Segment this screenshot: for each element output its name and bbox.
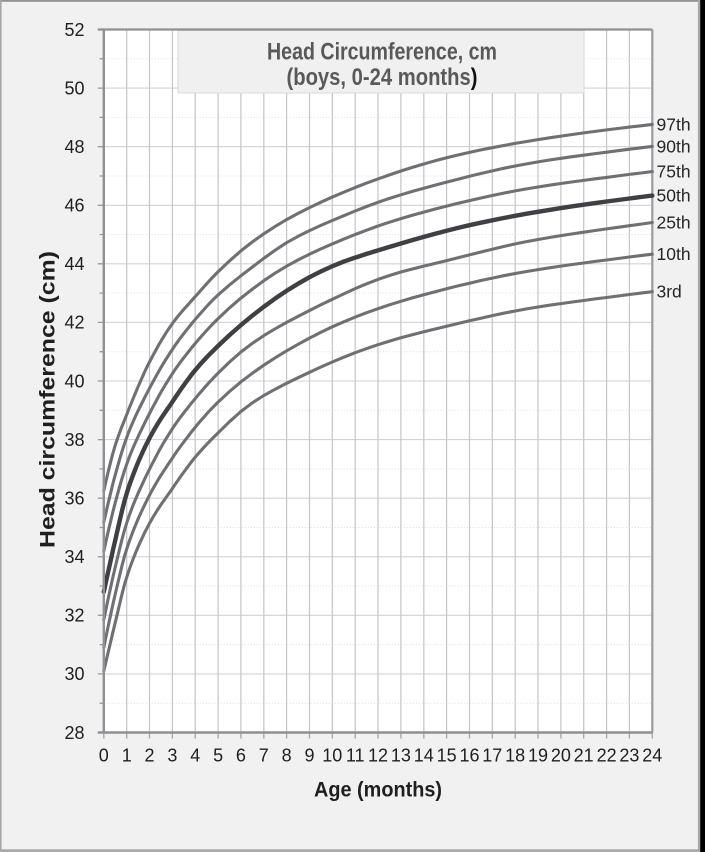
svg-text:11: 11 [346,746,365,766]
svg-text:0: 0 [99,746,109,766]
svg-text:7: 7 [259,746,269,766]
svg-text:12: 12 [368,746,388,766]
svg-text:32: 32 [64,606,84,626]
svg-text:19: 19 [528,746,548,766]
svg-text:20: 20 [551,746,571,766]
svg-text:16: 16 [459,746,479,766]
svg-text:18: 18 [505,746,525,766]
svg-text:97th: 97th [657,114,691,134]
svg-text:5: 5 [213,746,223,766]
svg-text:22: 22 [597,746,617,766]
svg-text:3: 3 [167,746,177,766]
svg-text:10: 10 [322,746,342,766]
svg-text:48: 48 [64,137,84,157]
svg-text:Head Circumference, cm: Head Circumference, cm [267,38,497,65]
svg-text:2: 2 [144,746,154,766]
svg-text:50th: 50th [657,186,691,206]
svg-text:25th: 25th [657,213,691,233]
svg-text:40: 40 [64,371,84,391]
svg-text:Age (months): Age (months) [314,778,442,802]
svg-text:46: 46 [64,196,84,216]
svg-text:1: 1 [122,746,132,766]
svg-text:4: 4 [190,746,200,766]
svg-text:42: 42 [64,313,84,333]
svg-text:10th: 10th [657,244,691,264]
svg-text:52: 52 [64,20,84,40]
svg-text:15: 15 [437,746,457,766]
svg-text:8: 8 [282,746,292,766]
svg-text:14: 14 [414,746,434,766]
svg-text:50: 50 [64,78,84,98]
svg-text:9: 9 [304,746,314,766]
svg-text:6: 6 [236,746,246,766]
svg-text:90th: 90th [657,136,691,156]
svg-text:44: 44 [64,254,84,274]
svg-text:Head circumference (cm): Head circumference (cm) [36,251,60,548]
svg-text:3rd: 3rd [657,282,682,302]
svg-text:23: 23 [619,746,639,766]
svg-text:24: 24 [642,746,662,766]
svg-text:75th: 75th [657,162,691,182]
svg-text:30: 30 [64,664,84,684]
svg-text:17: 17 [482,746,502,766]
svg-text:28: 28 [64,723,84,743]
svg-text:38: 38 [64,430,84,450]
svg-text:21: 21 [574,746,594,766]
svg-text:34: 34 [64,547,84,567]
svg-text:(boys, 0-24 months): (boys, 0-24 months) [287,64,478,91]
svg-text:36: 36 [64,489,84,509]
svg-text:13: 13 [391,746,411,766]
